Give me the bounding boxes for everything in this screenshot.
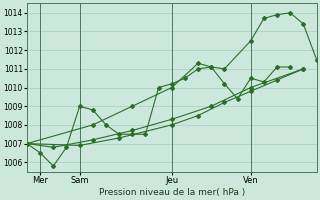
X-axis label: Pression niveau de la mer( hPa ): Pression niveau de la mer( hPa ) [99, 188, 245, 197]
